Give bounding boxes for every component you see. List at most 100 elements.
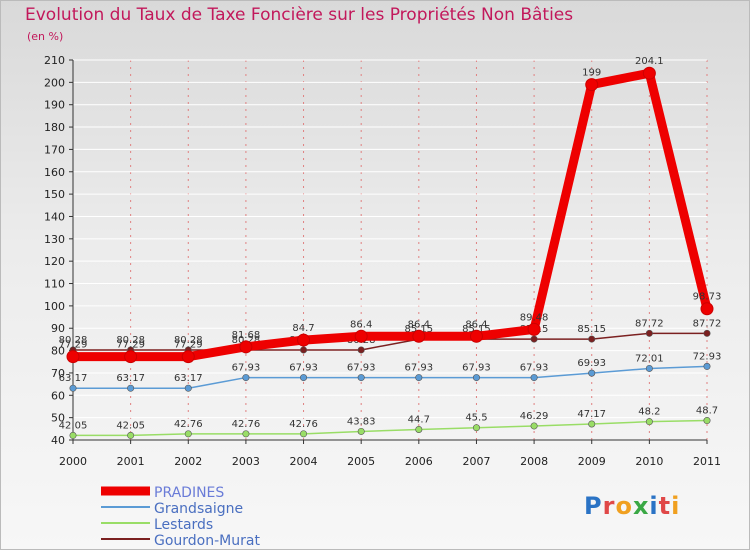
y-tick-label: 120 [44, 255, 65, 268]
data-label-lestards: 45.5 [465, 413, 487, 424]
chart-ylabel: (en %) [27, 30, 64, 43]
data-point-lestards [69, 431, 77, 439]
data-label-lestards: 42.76 [289, 419, 318, 430]
data-point-lestards [357, 427, 365, 435]
data-point-grandsaigne [184, 384, 192, 392]
data-point-gourdon-murat [588, 335, 596, 343]
data-point-lestards [588, 420, 596, 428]
x-tick-label: 2010 [635, 455, 663, 468]
data-label-pradines: 199 [582, 68, 601, 79]
x-tick-label: 2009 [578, 455, 606, 468]
data-label-gourdon-murat: 87.72 [635, 318, 664, 329]
data-label-pradines: 204.1 [635, 56, 664, 67]
data-point-grandsaigne [588, 369, 596, 377]
logo-letter: i [649, 492, 659, 520]
data-point-gourdon-murat [530, 335, 538, 343]
y-tick-label: 100 [44, 300, 65, 313]
data-label-grandsaigne: 72.01 [635, 353, 664, 364]
data-label-pradines: 84.7 [292, 323, 314, 334]
legend-label-grandsaigne: Grandsaigne [154, 501, 243, 517]
data-point-grandsaigne [357, 374, 365, 382]
data-point-pradines [354, 329, 368, 343]
x-tick-label: 2011 [693, 455, 721, 468]
x-tick-label: 2004 [290, 455, 318, 468]
data-label-grandsaigne: 67.93 [347, 363, 376, 374]
data-label-pradines: 86.4 [408, 319, 430, 330]
data-label-lestards: 48.2 [638, 407, 660, 418]
data-point-gourdon-murat [703, 329, 711, 337]
data-label-lestards: 43.83 [347, 416, 376, 427]
data-point-gourdon-murat [645, 329, 653, 337]
data-label-pradines: 77.29 [59, 340, 88, 351]
proxiti-logo: Proxiti [584, 492, 680, 520]
x-tick-label: 2006 [405, 455, 433, 468]
data-label-grandsaigne: 69.93 [577, 358, 606, 369]
data-point-pradines [412, 329, 426, 343]
data-point-lestards [645, 418, 653, 426]
y-tick-label: 90 [51, 322, 65, 335]
x-tick-label: 2002 [174, 455, 202, 468]
legend-label-pradines: PRADINES [154, 485, 224, 501]
data-point-grandsaigne [472, 374, 480, 382]
data-point-lestards [127, 431, 135, 439]
data-label-lestards: 42.76 [174, 419, 203, 430]
x-tick-label: 2005 [347, 455, 375, 468]
data-point-pradines [642, 66, 656, 80]
data-point-pradines [239, 340, 253, 354]
data-label-pradines: 98.73 [693, 292, 722, 303]
y-tick-label: 80 [51, 345, 65, 358]
y-tick-label: 180 [44, 121, 65, 134]
x-tick-label: 2008 [520, 455, 548, 468]
data-point-pradines [181, 350, 195, 364]
data-label-pradines: 86.4 [350, 319, 372, 330]
y-tick-label: 190 [44, 99, 65, 112]
logo-letter: r [602, 492, 616, 520]
y-tick-label: 130 [44, 233, 65, 246]
y-tick-label: 140 [44, 210, 65, 223]
data-label-gourdon-murat: 80.28 [116, 335, 145, 346]
data-label-grandsaigne: 67.93 [520, 363, 549, 374]
data-point-pradines [585, 78, 599, 92]
data-label-pradines: 86.4 [465, 319, 487, 330]
data-point-grandsaigne [69, 384, 77, 392]
data-point-grandsaigne [645, 364, 653, 372]
data-label-gourdon-murat: 87.72 [693, 318, 722, 329]
series-line-grandsaigne [72, 365, 708, 389]
data-label-grandsaigne: 67.93 [232, 363, 261, 374]
data-label-gourdon-murat: 80.28 [59, 335, 88, 346]
legend-label-lestards: Lestards [154, 517, 213, 533]
data-point-lestards [242, 430, 250, 438]
x-tick-label: 2003 [232, 455, 260, 468]
data-label-pradines: 77.29 [116, 340, 145, 351]
data-point-lestards [703, 417, 711, 425]
x-tick-label: 2007 [462, 455, 490, 468]
logo-letter: i [671, 492, 681, 520]
data-point-lestards [472, 424, 480, 432]
data-point-lestards [184, 430, 192, 438]
y-tick-label: 210 [44, 54, 65, 67]
y-tick-label: 50 [51, 412, 65, 425]
logo-letter: o [615, 492, 633, 520]
chart-title: Evolution du Taux de Taxe Foncière sur l… [25, 5, 574, 25]
data-label-lestards: 48.7 [696, 406, 718, 417]
data-label-lestards: 42.05 [116, 420, 145, 431]
data-point-gourdon-murat [300, 346, 308, 354]
data-label-grandsaigne: 67.93 [404, 363, 433, 374]
data-label-grandsaigne: 63.17 [59, 373, 88, 384]
data-point-grandsaigne [127, 384, 135, 392]
data-point-pradines [527, 322, 541, 336]
data-label-grandsaigne: 72.93 [693, 351, 722, 362]
x-tick-label: 2000 [59, 455, 87, 468]
logo-letter: P [584, 492, 603, 520]
data-label-grandsaigne: 63.17 [116, 373, 145, 384]
legend-label-gourdon-murat: Gourdon-Murat [154, 533, 260, 549]
data-label-lestards: 42.76 [232, 419, 261, 430]
data-label-gourdon-murat: 85.15 [462, 324, 491, 335]
data-point-grandsaigne [530, 374, 538, 382]
data-point-grandsaigne [415, 374, 423, 382]
data-point-pradines [469, 329, 483, 343]
y-tick-label: 160 [44, 166, 65, 179]
y-tick-label: 150 [44, 188, 65, 201]
data-label-grandsaigne: 67.93 [462, 363, 491, 374]
data-point-lestards [415, 425, 423, 433]
